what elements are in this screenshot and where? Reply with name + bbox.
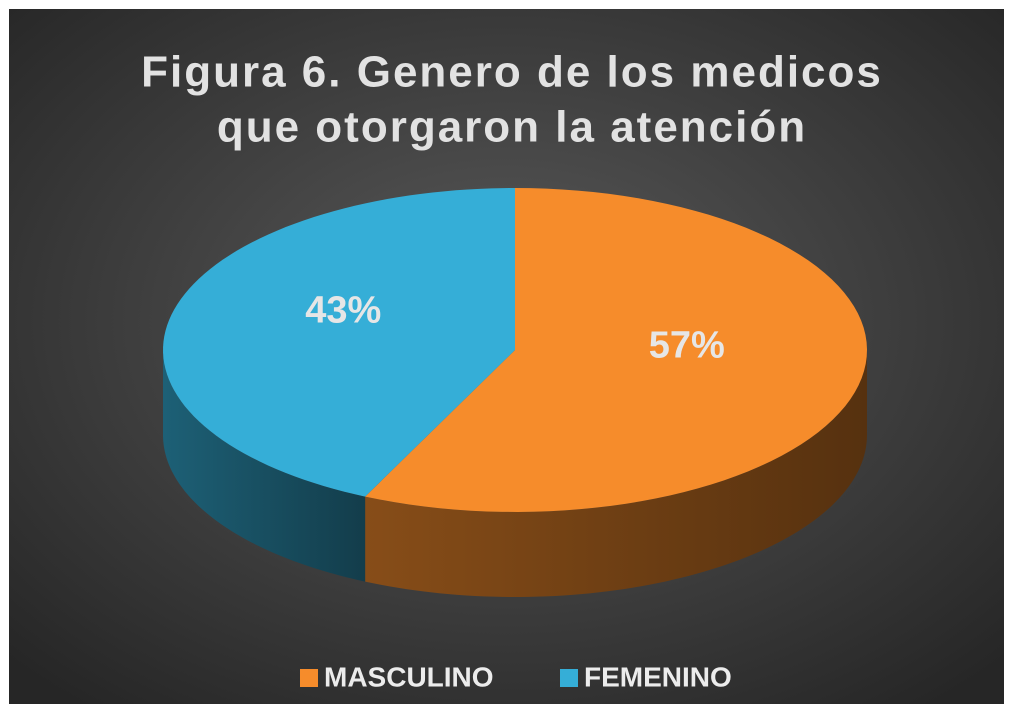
legend-marker bbox=[300, 669, 318, 687]
legend-marker bbox=[560, 669, 578, 687]
slice-side bbox=[163, 350, 366, 582]
chart-title: que otorgaron la atención bbox=[217, 103, 807, 152]
data-label: 43% bbox=[305, 289, 381, 331]
pie: 57% 43% bbox=[163, 188, 867, 597]
legend-label: MASCULINO bbox=[324, 661, 494, 692]
chart-title: Figura 6. Genero de los medicos bbox=[141, 48, 883, 97]
legend: MASCULINO FEMENINO bbox=[300, 661, 732, 692]
slice bbox=[365, 188, 867, 512]
slice-side bbox=[365, 350, 867, 597]
legend-label: FEMENINO bbox=[584, 661, 732, 692]
data-label: 57% bbox=[649, 325, 725, 367]
slice bbox=[163, 188, 515, 497]
